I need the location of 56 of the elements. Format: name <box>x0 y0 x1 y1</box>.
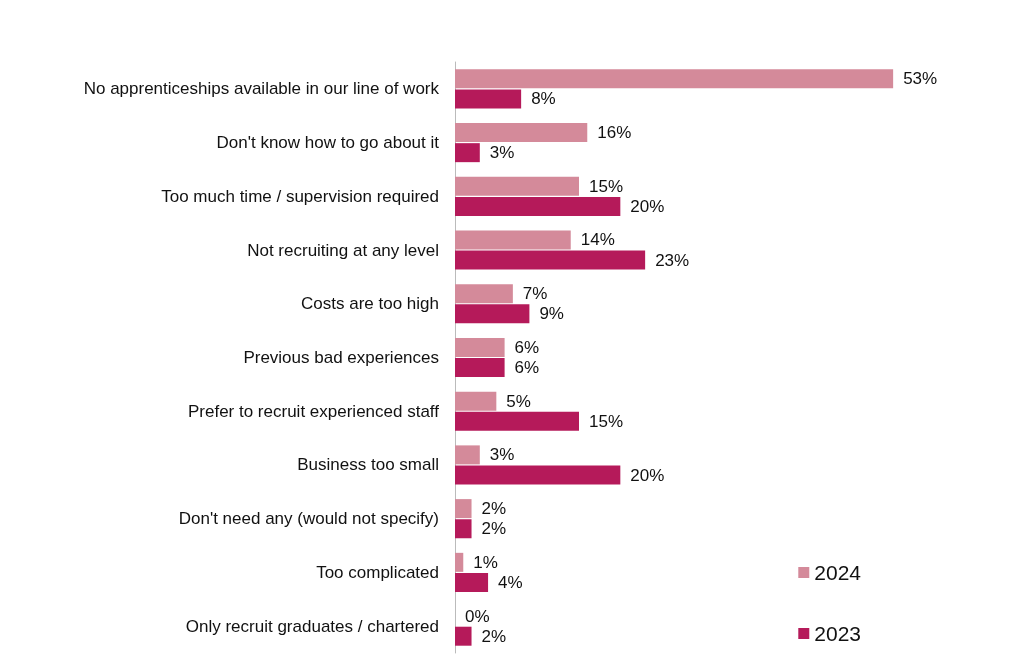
data-label: 5% <box>506 391 531 411</box>
y-tick-label: Don't know how to go about it <box>216 133 440 153</box>
bar <box>455 304 530 324</box>
data-label: 2% <box>481 519 507 539</box>
bar <box>455 465 621 485</box>
bar <box>455 337 505 357</box>
bar <box>455 358 505 378</box>
bar <box>455 411 579 431</box>
y-tick-label: Business too small <box>297 455 439 475</box>
bar <box>455 626 472 646</box>
data-label: 16% <box>597 123 632 143</box>
y-tick-label: Previous bad experiences <box>243 348 439 367</box>
data-label: 3% <box>489 143 515 163</box>
y-tick-label: No apprenticeships available in our line of work <box>83 79 440 99</box>
data-label: 9% <box>539 304 564 324</box>
y-tick-label: Prefer to recruit experienced staff <box>187 401 440 421</box>
bar <box>455 445 480 465</box>
data-label: 8% <box>531 89 556 109</box>
data-label: 15% <box>589 176 624 196</box>
bar <box>455 196 621 216</box>
legend-label: 2024 <box>814 561 862 584</box>
data-label: 23% <box>655 250 690 270</box>
data-label: 7% <box>522 284 548 304</box>
bar <box>455 123 588 143</box>
bar <box>455 284 513 304</box>
data-label: 4% <box>498 572 523 592</box>
bar <box>455 143 480 163</box>
bar <box>455 499 472 519</box>
y-tick-label: Don't need any (would not specify) <box>178 509 439 529</box>
data-label: 15% <box>589 411 624 431</box>
data-label: 1% <box>473 552 498 572</box>
data-label: 14% <box>580 230 615 250</box>
y-tick-label: Only recruit graduates / chartered <box>185 616 439 636</box>
data-label: 2% <box>481 626 507 646</box>
bar <box>455 572 489 592</box>
y-tick-label: Too much time / supervision required <box>161 186 439 206</box>
data-label: 0% <box>465 606 490 626</box>
bar <box>455 250 646 270</box>
bar <box>455 176 579 196</box>
data-label: 53% <box>903 69 938 89</box>
bar <box>455 519 472 539</box>
data-label: 6% <box>514 358 540 378</box>
legend-label: 2023 <box>814 622 861 645</box>
bar <box>455 230 571 250</box>
bar <box>455 69 894 89</box>
bar <box>455 552 464 572</box>
data-label: 3% <box>489 445 515 465</box>
bar <box>455 391 497 411</box>
y-tick-label: Too complicated <box>316 562 439 582</box>
y-tick-label: Costs are too high <box>301 294 439 314</box>
data-label: 6% <box>514 337 540 357</box>
data-label: 20% <box>630 196 665 216</box>
data-label: 2% <box>481 499 507 519</box>
data-label: 20% <box>630 465 665 485</box>
bar <box>455 89 522 109</box>
y-tick-label: Not recruiting at any level <box>247 240 439 260</box>
